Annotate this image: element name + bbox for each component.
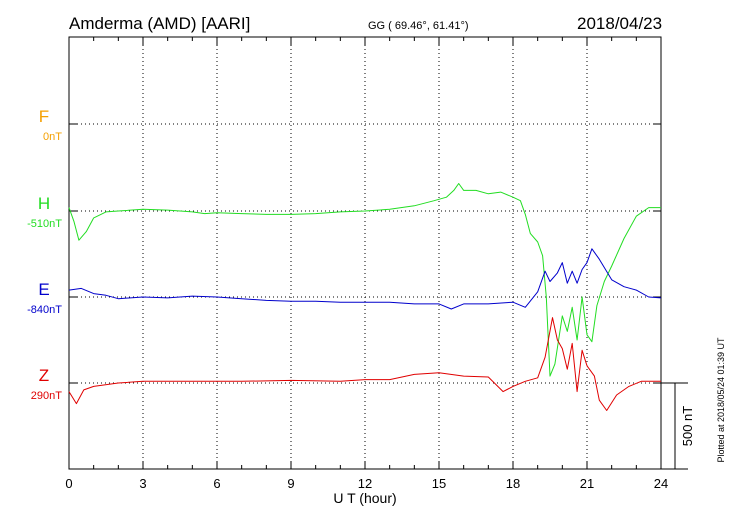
component-baseline-z: 290nT — [31, 390, 62, 402]
grid-lines — [69, 37, 661, 469]
x-tick-label: 9 — [287, 476, 294, 491]
x-tick-label: 24 — [654, 476, 668, 491]
scale-bar-label: 500 nT — [680, 406, 695, 447]
x-axis-label: U T (hour) — [333, 490, 396, 506]
x-tick-label: 15 — [432, 476, 446, 491]
x-tick-label: 0 — [65, 476, 72, 491]
series-line-e — [68, 248, 662, 310]
x-tick-label: 21 — [580, 476, 594, 491]
plotted-at-note: Plotted at 2018/05/24 01:39 UT — [716, 337, 726, 463]
x-tick-label: 6 — [213, 476, 220, 491]
component-name-h: H — [38, 194, 50, 213]
component-labels: F 0nT H -510nT E -840nT Z 290nT — [27, 107, 62, 402]
component-baseline-h: -510nT — [27, 218, 62, 230]
component-name-z: Z — [39, 366, 49, 385]
x-tick-label: 12 — [358, 476, 372, 491]
component-name-e: E — [38, 280, 49, 299]
axis-ticks: 0 3 6 9 12 15 18 21 24 — [65, 37, 668, 491]
series-lines — [68, 183, 662, 411]
component-name-f: F — [39, 107, 49, 126]
date-label: 2018/04/23 — [577, 14, 662, 33]
scale-bar: 500 nT — [661, 382, 695, 470]
x-tick-label: 3 — [139, 476, 146, 491]
component-baseline-e: -840nT — [27, 304, 62, 316]
geo-coords: GG ( 69.46°, 61.41°) — [368, 20, 469, 32]
station-title: Amderma (AMD) [AARI] — [69, 14, 250, 33]
series-line-z — [68, 317, 661, 411]
x-tick-label: 18 — [506, 476, 520, 491]
series-line-h — [68, 183, 661, 377]
component-baseline-f: 0nT — [43, 131, 62, 143]
